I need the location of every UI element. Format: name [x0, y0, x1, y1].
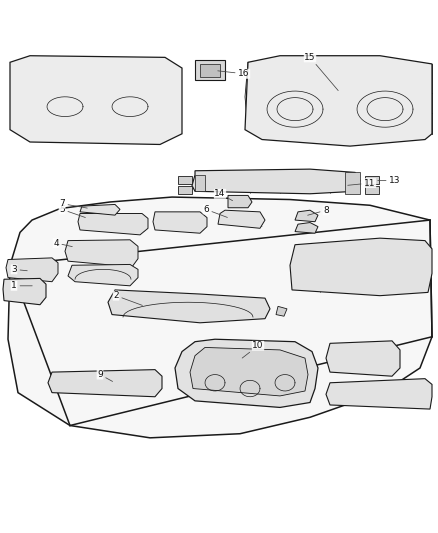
Text: 5: 5	[59, 205, 85, 217]
Text: 15: 15	[304, 53, 338, 91]
Polygon shape	[65, 240, 138, 267]
Polygon shape	[245, 56, 432, 146]
Text: 13: 13	[378, 176, 401, 185]
Text: 6: 6	[203, 205, 227, 217]
Text: 16: 16	[218, 69, 250, 78]
Polygon shape	[153, 212, 207, 233]
Polygon shape	[295, 210, 318, 222]
Text: 3: 3	[11, 265, 27, 274]
Polygon shape	[192, 169, 360, 194]
Polygon shape	[178, 176, 192, 184]
Polygon shape	[3, 278, 46, 305]
Polygon shape	[108, 290, 270, 323]
Polygon shape	[48, 369, 162, 397]
Polygon shape	[68, 264, 138, 286]
Text: 7: 7	[59, 199, 87, 208]
Text: 10: 10	[242, 341, 264, 358]
Text: 1: 1	[11, 281, 32, 290]
Polygon shape	[8, 197, 432, 438]
Polygon shape	[80, 205, 120, 215]
Text: 11: 11	[348, 179, 376, 188]
Polygon shape	[6, 258, 58, 282]
Polygon shape	[326, 378, 432, 409]
Text: 14: 14	[214, 189, 233, 200]
Polygon shape	[276, 306, 287, 316]
Polygon shape	[228, 196, 252, 208]
Polygon shape	[175, 339, 318, 407]
Polygon shape	[10, 56, 182, 144]
Text: 8: 8	[307, 206, 329, 215]
Polygon shape	[295, 223, 318, 233]
Polygon shape	[78, 214, 148, 235]
Polygon shape	[190, 348, 308, 396]
Polygon shape	[178, 185, 192, 194]
Text: 9: 9	[97, 370, 113, 382]
Polygon shape	[345, 172, 360, 194]
Text: 2: 2	[113, 291, 142, 305]
Polygon shape	[365, 185, 379, 194]
Polygon shape	[326, 341, 400, 376]
Polygon shape	[195, 175, 205, 191]
Polygon shape	[290, 238, 432, 296]
Polygon shape	[365, 176, 379, 184]
Polygon shape	[200, 64, 220, 77]
Polygon shape	[218, 210, 265, 228]
Polygon shape	[195, 60, 225, 80]
Text: 4: 4	[53, 239, 72, 248]
